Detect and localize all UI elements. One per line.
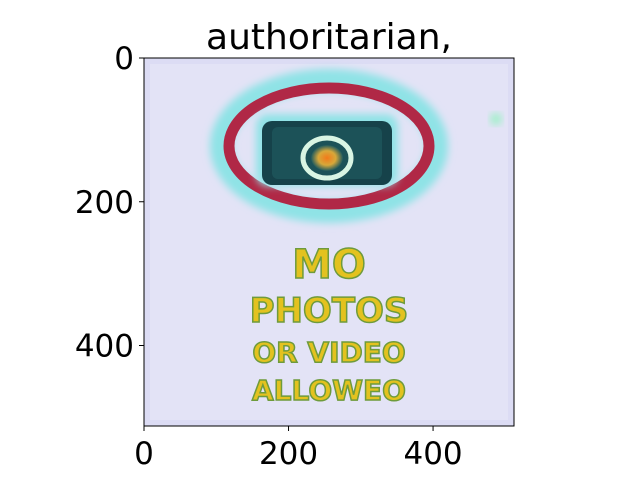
prohibition-ring xyxy=(223,82,435,210)
axes-frame xyxy=(143,57,515,427)
x-tick-label-0: 0 xyxy=(134,436,154,472)
sign-text: MO PHOTOS OR VIDEO ALLOWEO xyxy=(249,241,409,408)
y-tick-label-0: 0 xyxy=(114,41,134,77)
camera-lens-icon xyxy=(311,145,343,171)
y-axis-ticks: 0 200 400 xyxy=(75,41,144,365)
x-axis-ticks: 0 200 400 xyxy=(134,426,463,472)
x-tick-label-2: 400 xyxy=(403,436,462,472)
sign-line-4: ALLOWEO xyxy=(252,374,406,407)
sign-line-3: OR VIDEO xyxy=(252,336,405,369)
chart-title: authoritarian, xyxy=(206,17,452,58)
y-tick-label-1: 200 xyxy=(75,185,134,221)
x-tick-label-1: 200 xyxy=(259,436,318,472)
sign-line-2: PHOTOS xyxy=(250,291,409,331)
ring-halo xyxy=(210,69,448,223)
plot-area: MO PHOTOS OR VIDEO ALLOWEO xyxy=(143,57,515,427)
camera-lens-ring xyxy=(300,135,354,181)
heatmap-hotspot xyxy=(490,113,502,125)
y-tick-label-2: 400 xyxy=(75,329,134,365)
sign-line-1: MO xyxy=(292,242,366,288)
